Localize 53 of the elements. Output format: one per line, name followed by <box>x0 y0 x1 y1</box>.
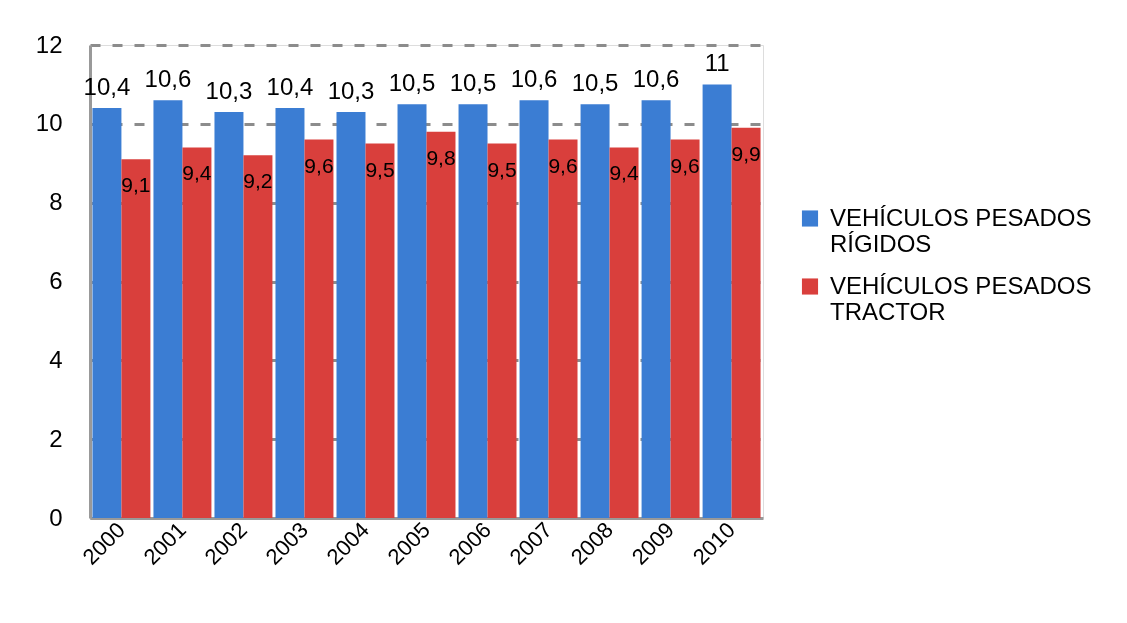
bar <box>426 131 456 518</box>
data-label: 9,1 <box>121 173 151 197</box>
bar <box>365 143 395 518</box>
bar <box>580 104 610 518</box>
data-label: 9,4 <box>182 161 212 185</box>
bar <box>609 147 639 518</box>
data-label: 10,5 <box>449 69 497 97</box>
data-label: 9,4 <box>609 161 639 185</box>
data-label: 10,6 <box>510 65 558 93</box>
data-label: 9,9 <box>731 141 761 165</box>
bar <box>92 108 122 518</box>
y-tick-label: 4 <box>49 345 63 373</box>
data-label: 10,6 <box>632 65 680 93</box>
data-label: 10,4 <box>83 73 131 101</box>
data-label: 10,6 <box>144 65 192 93</box>
bar <box>487 143 517 518</box>
data-label: 9,6 <box>304 153 334 177</box>
data-label: 10,4 <box>266 73 314 101</box>
bar <box>121 159 151 518</box>
bar <box>182 147 212 518</box>
y-tick-label: 6 <box>49 267 63 294</box>
data-label: 9,5 <box>365 157 395 181</box>
bar <box>641 100 671 518</box>
bar <box>458 104 488 518</box>
y-tick-label: 0 <box>49 503 63 531</box>
data-label: 9,5 <box>487 157 517 181</box>
bar <box>702 84 732 518</box>
data-label: 9,2 <box>243 169 273 193</box>
bar <box>670 139 700 518</box>
bar <box>214 112 244 518</box>
legend-label: VEHÍCULOS PESADOS TRACTOR <box>830 271 1092 325</box>
bar <box>304 139 334 518</box>
y-tick-label: 10 <box>35 109 63 137</box>
bar <box>153 100 183 518</box>
data-label: 9,8 <box>426 145 456 169</box>
data-label: 9,6 <box>670 153 700 177</box>
y-tick-label: 2 <box>49 424 63 452</box>
data-label: 11 <box>704 49 730 77</box>
bar <box>336 112 366 518</box>
y-tick-label: 12 <box>35 30 63 58</box>
bar <box>397 104 427 518</box>
bar <box>731 127 761 518</box>
data-label: 10,5 <box>388 69 436 97</box>
y-tick-label: 8 <box>49 188 63 216</box>
bar <box>275 108 305 518</box>
data-label: 10,3 <box>327 77 375 105</box>
bar <box>548 139 578 518</box>
bar <box>519 100 549 518</box>
bar <box>243 155 273 518</box>
data-label: 9,6 <box>548 153 578 177</box>
data-label: 10,5 <box>571 69 619 97</box>
legend-label: VEHÍCULOS PESADOS RÍGIDOS <box>830 203 1092 257</box>
data-label: 10,3 <box>205 77 253 105</box>
